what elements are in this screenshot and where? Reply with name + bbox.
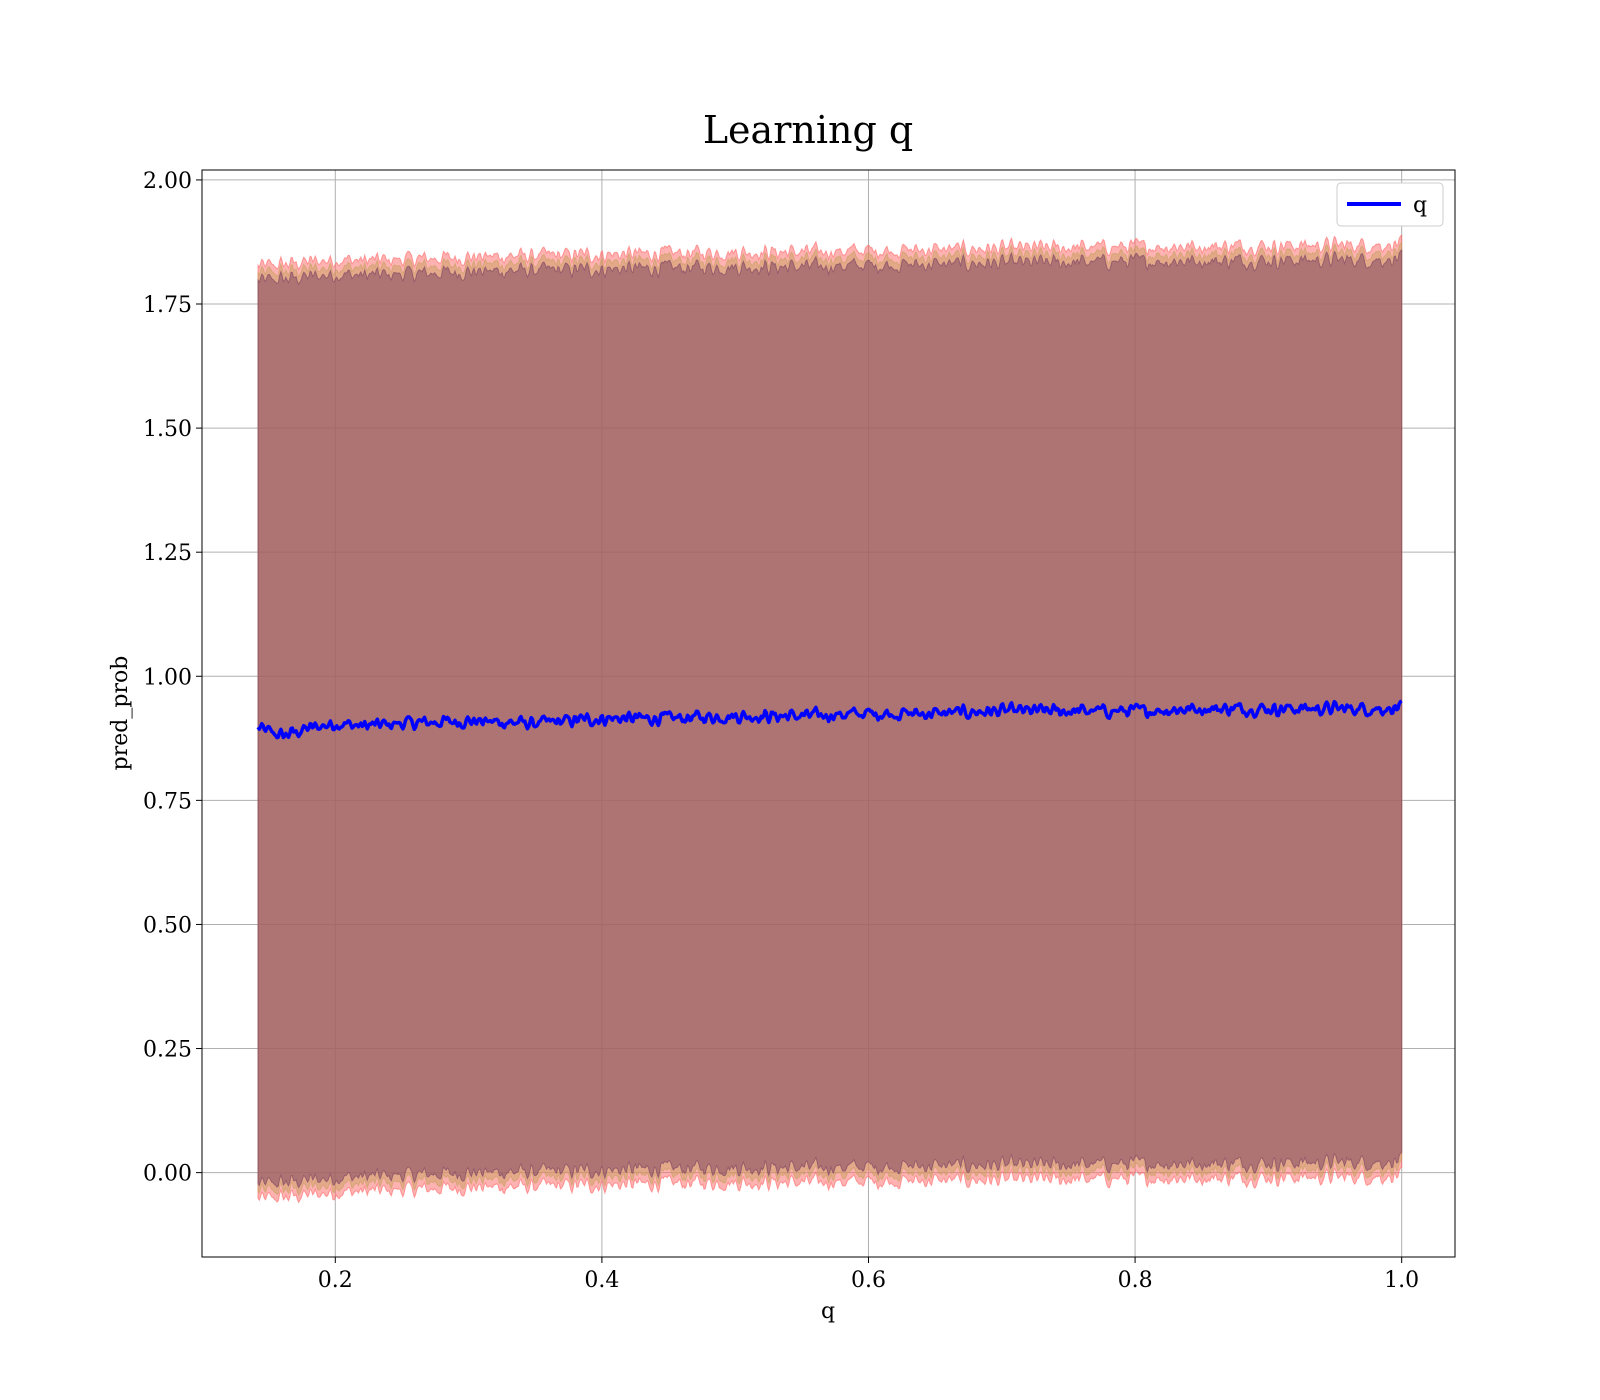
y-tick-label: 0.00: [143, 1162, 192, 1187]
x-tick-label: 0.6: [851, 1268, 886, 1293]
y-axis-label: pred_prob: [108, 656, 133, 771]
y-axis-ticks: 0.00 0.25 0.50 0.75 1.00 1.25 1.50 1.75 2.00: [143, 169, 202, 1187]
y-tick-label: 1.75: [143, 293, 192, 318]
y-tick-label: 0.50: [143, 913, 192, 938]
legend: q: [1336, 182, 1444, 227]
x-tick-label: 0.8: [1118, 1268, 1153, 1293]
y-tick-label: 0.25: [143, 1038, 192, 1063]
y-tick-label: 1.00: [143, 665, 192, 690]
x-tick-label: 0.2: [318, 1268, 353, 1293]
legend-label-q: q: [1413, 193, 1427, 218]
x-axis-label: q: [821, 1299, 835, 1324]
y-tick-label: 0.75: [143, 789, 192, 814]
x-axis-ticks: 0.2 0.4 0.6 0.8 1.0: [318, 1257, 1419, 1293]
x-tick-label: 1.0: [1384, 1268, 1419, 1293]
x-tick-label: 0.4: [584, 1268, 619, 1293]
series-lines: [256, 699, 1403, 740]
y-tick-label: 1.25: [143, 541, 192, 566]
series-line-q: [256, 699, 1403, 740]
y-tick-label: 2.00: [143, 169, 192, 194]
plot-frame: [201, 169, 1456, 1258]
y-tick-label: 1.50: [143, 417, 192, 442]
chart-title: Learning q: [703, 108, 913, 152]
